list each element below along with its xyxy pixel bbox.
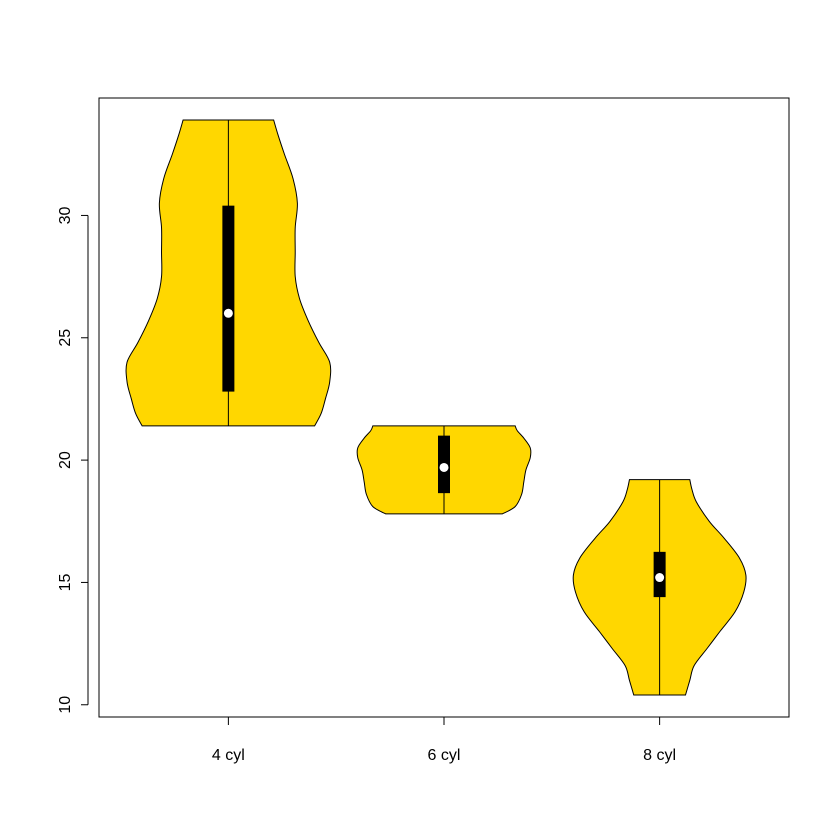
y-tick-label: 10 xyxy=(57,696,74,714)
y-tick-label: 15 xyxy=(57,573,74,591)
y-axis: 10 15 20 25 30 xyxy=(57,206,89,714)
violin-3 xyxy=(572,479,747,696)
y-tick-label: 20 xyxy=(57,451,74,469)
median-point xyxy=(655,573,665,583)
iqr-box xyxy=(222,205,235,392)
median-point xyxy=(439,462,449,472)
x-tick-label: 8 cyl xyxy=(643,747,676,764)
violin-1 xyxy=(125,119,332,427)
x-tick-label: 4 cyl xyxy=(212,747,245,764)
violins-layer xyxy=(125,119,747,696)
y-tick-label: 30 xyxy=(57,206,74,224)
violin-2 xyxy=(356,425,532,515)
y-tick-label: 25 xyxy=(57,329,74,347)
x-tick-label: 6 cyl xyxy=(428,747,461,764)
x-axis: 4 cyl 6 cyl 8 cyl xyxy=(212,717,676,764)
median-point xyxy=(223,308,233,318)
